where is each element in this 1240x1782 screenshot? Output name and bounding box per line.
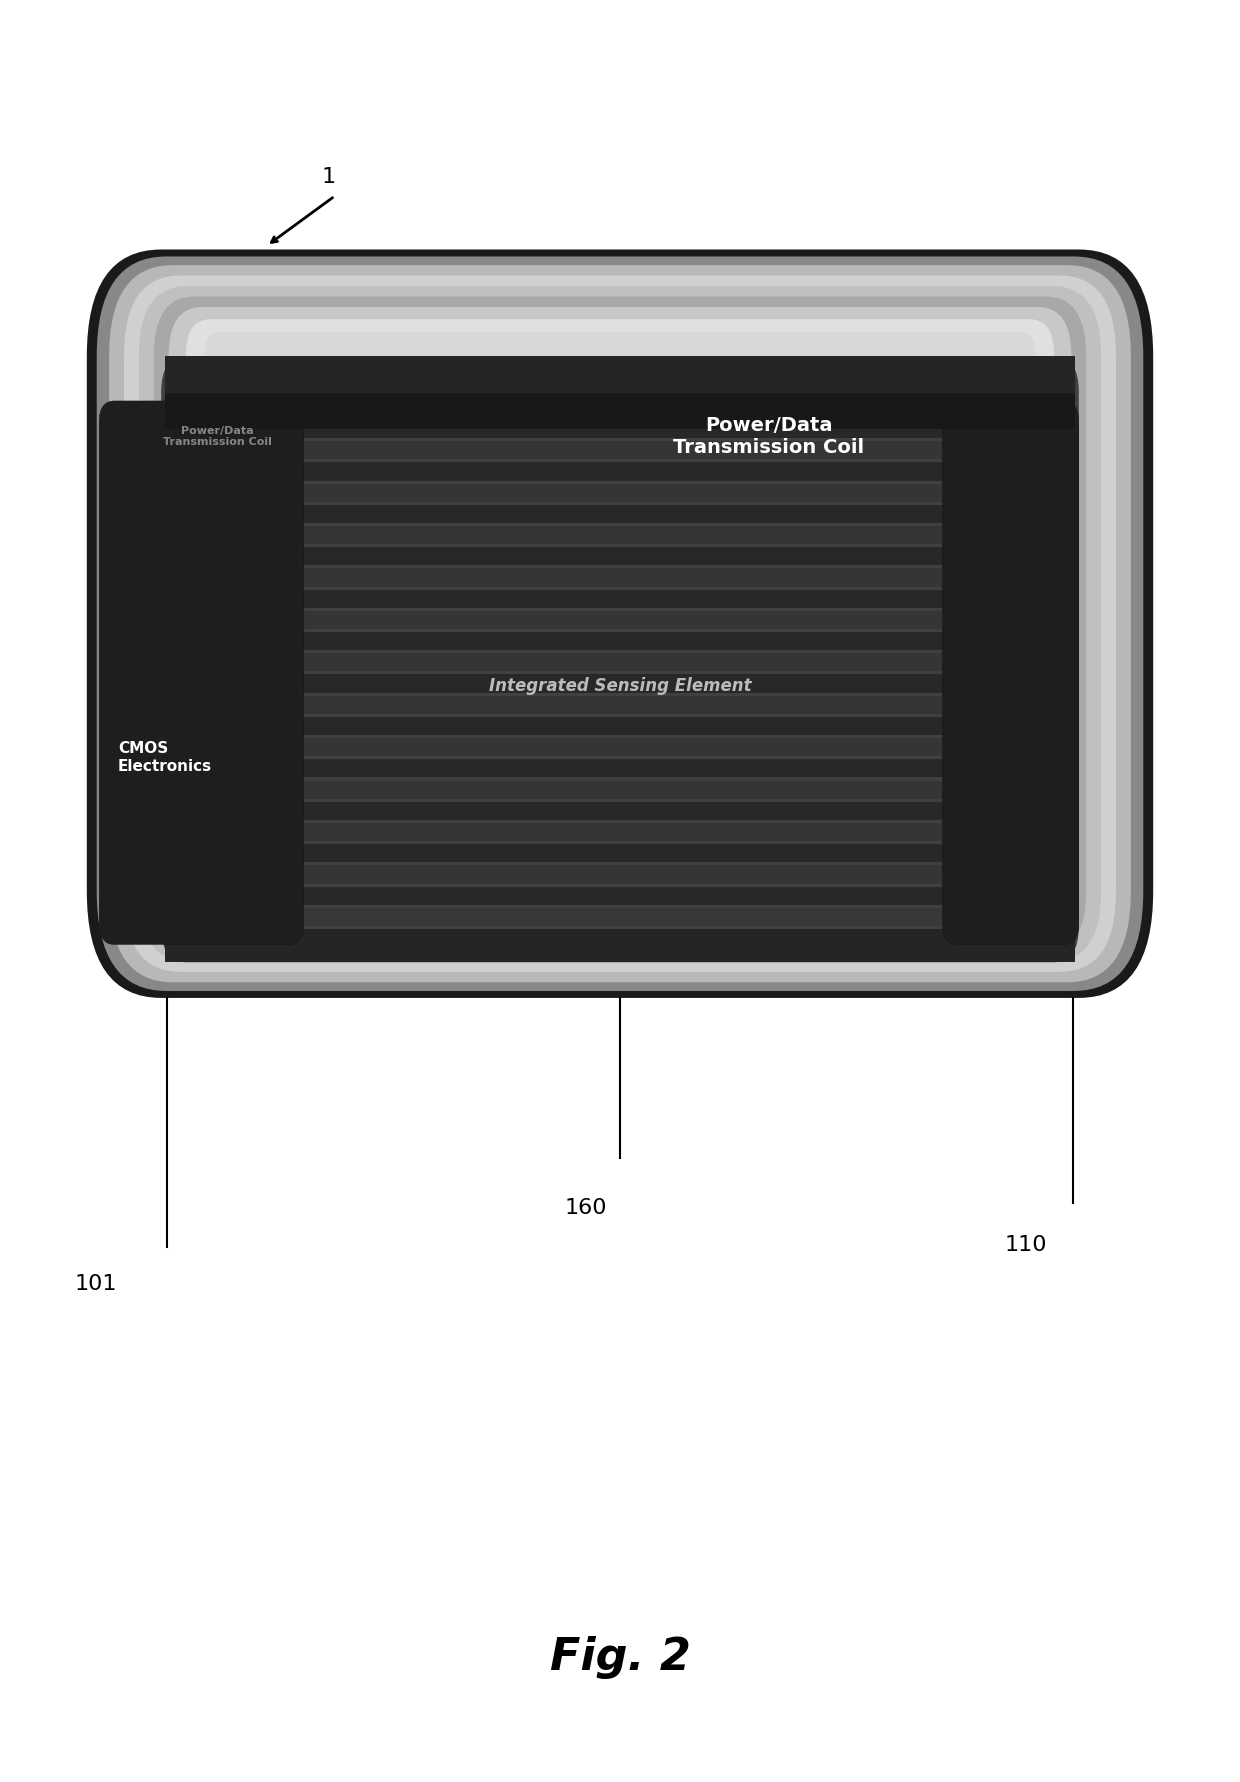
Bar [165, 399, 1075, 417]
Bar [165, 462, 1075, 481]
FancyBboxPatch shape [87, 249, 1153, 998]
Text: 160: 160 [564, 1198, 606, 1217]
Bar [165, 738, 1075, 756]
Text: Integrated Sensing Element: Integrated Sensing Element [489, 677, 751, 695]
Bar [165, 356, 1075, 396]
FancyBboxPatch shape [139, 287, 1101, 960]
Bar [165, 568, 1075, 586]
Bar [165, 611, 1075, 629]
Bar [165, 590, 1075, 608]
Text: 110: 110 [1004, 1235, 1047, 1255]
Bar [165, 716, 1075, 734]
Bar [165, 802, 1075, 820]
FancyBboxPatch shape [109, 266, 1131, 982]
Bar [165, 907, 1075, 927]
Text: CMOS
Electronics: CMOS Electronics [118, 741, 212, 773]
Bar [165, 674, 1075, 693]
Bar [165, 823, 1075, 841]
Bar [165, 421, 1075, 438]
Bar [165, 633, 1075, 650]
Bar [165, 442, 1075, 460]
Bar [165, 928, 1075, 962]
FancyBboxPatch shape [154, 296, 1086, 952]
Text: Power/Data
Transmission Coil: Power/Data Transmission Coil [162, 426, 272, 447]
Text: 1: 1 [321, 168, 336, 187]
Bar [165, 526, 1075, 544]
Bar [165, 845, 1075, 862]
Text: Fig. 2: Fig. 2 [549, 1636, 691, 1679]
Bar [165, 887, 1075, 905]
Bar [165, 866, 1075, 884]
Bar [165, 547, 1075, 565]
FancyBboxPatch shape [205, 331, 1035, 916]
FancyBboxPatch shape [169, 307, 1071, 941]
Text: 101: 101 [74, 1274, 117, 1294]
Bar [165, 483, 1075, 503]
FancyBboxPatch shape [99, 401, 304, 944]
Text: Power/Data
Transmission Coil: Power/Data Transmission Coil [673, 415, 864, 458]
FancyBboxPatch shape [186, 319, 1054, 928]
Bar [165, 504, 1075, 524]
Bar [165, 392, 1075, 429]
Bar [165, 781, 1075, 798]
Bar [165, 759, 1075, 777]
FancyBboxPatch shape [97, 257, 1143, 991]
FancyBboxPatch shape [161, 356, 1079, 962]
Bar [165, 654, 1075, 672]
FancyBboxPatch shape [942, 401, 1079, 944]
FancyBboxPatch shape [124, 276, 1116, 971]
Bar [165, 695, 1075, 715]
